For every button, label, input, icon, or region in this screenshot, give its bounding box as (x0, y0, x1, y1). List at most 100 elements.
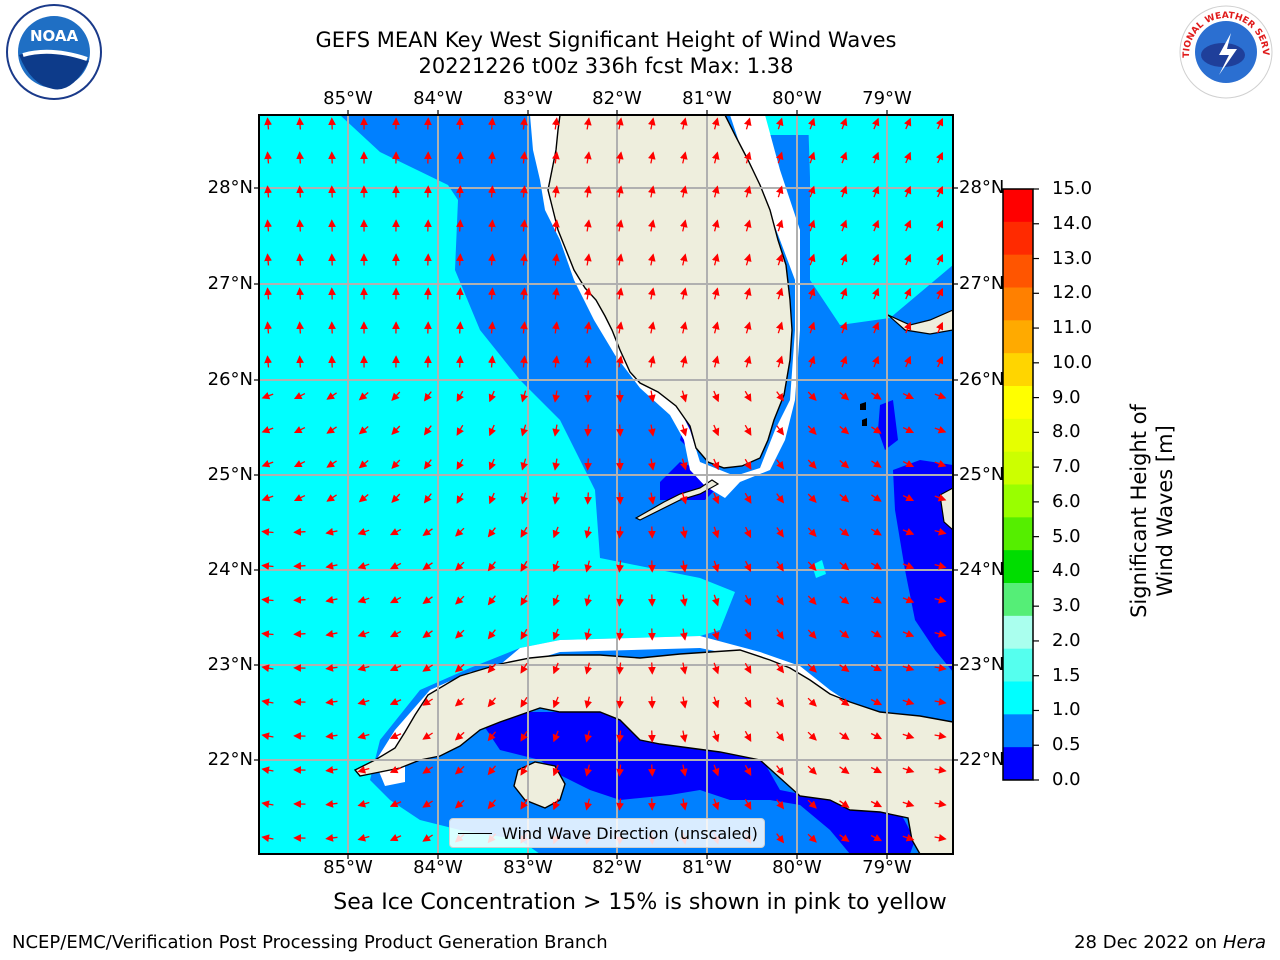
wind-arrow (616, 730, 624, 743)
wind-arrow (456, 390, 464, 402)
wind-arrow (712, 458, 720, 471)
wind-arrow (455, 561, 465, 571)
wind-arrow (648, 764, 656, 777)
map-area (259, 115, 953, 854)
wind-arrow (872, 219, 880, 232)
wind-arrow (679, 321, 688, 334)
lon-tick-bottom-label: 82°W (592, 857, 642, 878)
wind-arrow (423, 493, 432, 504)
wind-arrow (422, 732, 433, 740)
wind-arrow (261, 800, 274, 809)
wind-arrow (293, 392, 306, 400)
wind-arrow (647, 287, 656, 300)
wind-arrow (261, 664, 274, 673)
wind-arrow (456, 253, 464, 266)
wind-arrow (839, 698, 850, 706)
wind-arrow (647, 458, 656, 471)
wind-arrow (744, 764, 752, 776)
wind-arrow (679, 117, 688, 130)
wind-arrow (744, 492, 752, 504)
wind-arrow (264, 287, 272, 300)
wind-arrow (776, 731, 785, 742)
wind-arrow (776, 459, 785, 470)
wind-arrow (357, 527, 370, 536)
lat-tick-right-label: 27°N (959, 273, 1005, 294)
wind-arrow (807, 731, 817, 741)
wind-arrow (936, 321, 944, 334)
wind-arrow (520, 185, 528, 198)
colorbar-tick-label: 15.0 (1052, 178, 1093, 199)
wind-arrow (261, 630, 274, 638)
wind-arrow (902, 460, 915, 468)
wind-arrow (871, 460, 882, 468)
wind-arrow (456, 492, 464, 504)
wind-arrow (807, 185, 816, 198)
wind-arrow (422, 800, 433, 808)
svg-text:NOAA: NOAA (30, 27, 79, 45)
wind-arrow (422, 528, 433, 536)
wind-arrow (552, 526, 560, 539)
wind-arrow (679, 662, 688, 675)
wind-arrow (391, 425, 401, 435)
wind-arrow (807, 253, 816, 266)
sea-ice-note: Sea Ice Concentration > 15% is shown in … (333, 890, 947, 915)
wind-arrow (648, 696, 656, 709)
wind-arrow (807, 765, 817, 775)
wind-arrow (711, 628, 720, 641)
wind-arrow (584, 424, 592, 437)
wind-arrow (520, 219, 528, 232)
wind-arrow (807, 629, 817, 640)
wind-arrow (616, 492, 624, 505)
wind-arrow (743, 117, 752, 130)
lat-tick-left-label: 22°N (207, 749, 253, 770)
wind-arrow (870, 630, 882, 638)
wind-arrow (488, 355, 496, 368)
wind-arrow (293, 460, 306, 468)
wind-arrow (551, 321, 560, 334)
wind-arrow (456, 287, 464, 300)
wind-arrow (776, 799, 785, 810)
wind-arrow (487, 731, 497, 742)
legend-line-swatch (458, 832, 492, 834)
wind-arrow (552, 458, 561, 471)
wind-arrow (456, 185, 464, 198)
wind-arrow (743, 219, 752, 232)
wind-arrow (389, 766, 402, 774)
wind-arrow (454, 697, 465, 707)
wind-arrow (776, 595, 784, 606)
wind-arrow (839, 185, 848, 198)
wind-arrow (293, 528, 306, 536)
wind-arrow (679, 594, 688, 607)
wind-arrow (293, 426, 306, 434)
wind-arrow (679, 628, 688, 641)
wind-arrow (584, 798, 593, 811)
wind-arrow (261, 698, 274, 707)
wind-arrow (902, 731, 915, 740)
wind-arrow (872, 185, 880, 198)
wind-arrow (454, 799, 465, 809)
wind-arrow (902, 426, 915, 434)
wind-arrow (325, 527, 338, 536)
wind-arrow (261, 391, 274, 400)
wind-arrow (936, 151, 944, 164)
wind-arrow (647, 185, 656, 198)
wind-arrow (325, 766, 338, 774)
wind-arrow (870, 698, 883, 706)
wind-arrow (293, 630, 306, 638)
colorbar-tick-label: 1.0 (1052, 699, 1081, 721)
wind-arrow (647, 117, 656, 130)
wind-arrow (744, 424, 752, 436)
wind-arrow (325, 561, 338, 570)
wind-arrow (839, 219, 848, 232)
wind-arrow (839, 287, 848, 300)
wind-arrow (712, 390, 720, 403)
wind-arrow (711, 355, 720, 368)
wind-arrow (357, 697, 370, 706)
lon-tick-bottom-label: 80°W (772, 857, 822, 878)
wind-arrow (261, 562, 274, 570)
wind-arrow (488, 117, 496, 130)
wind-arrow (743, 287, 752, 300)
wind-arrow (904, 355, 912, 368)
wind-arrow (520, 458, 529, 471)
wind-arrow (679, 355, 688, 368)
